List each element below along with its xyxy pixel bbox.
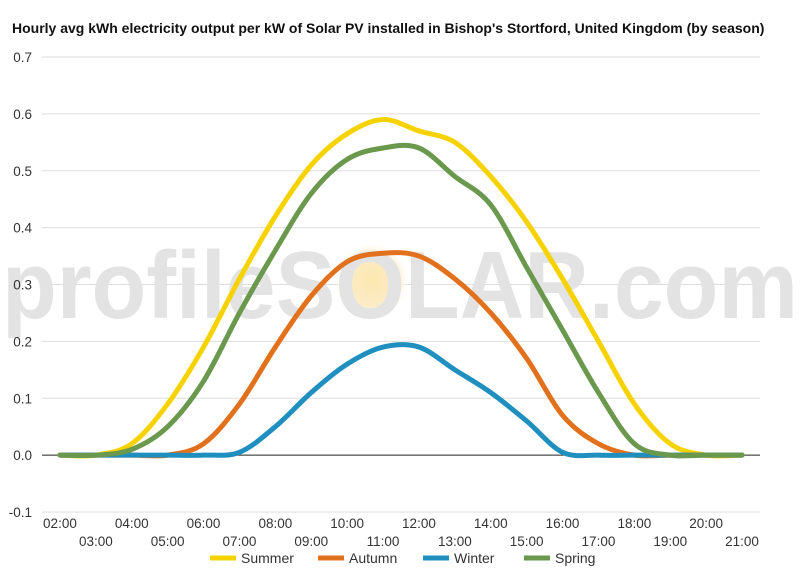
watermark: profileSOLAR.com: [2, 232, 798, 339]
legend: Summer Autumn Winter Spring: [210, 550, 595, 566]
x-tick-label: 08:00: [258, 516, 292, 531]
x-tick-label: 13:00: [438, 534, 472, 549]
legend-label-winter: Winter: [454, 550, 495, 566]
x-tick-label: 15:00: [510, 534, 544, 549]
y-tick-label: 0.3: [13, 278, 32, 293]
x-tick-label: 12:00: [402, 516, 436, 531]
x-tick-label: 20:00: [689, 516, 723, 531]
x-tick-label: 19:00: [653, 534, 687, 549]
x-tick-label: 05:00: [151, 534, 185, 549]
y-tick-label: 0.4: [13, 221, 32, 236]
legend-label-summer: Summer: [241, 550, 294, 566]
x-tick-label: 16:00: [546, 516, 580, 531]
series-line-winter: [57, 342, 745, 459]
x-tick-label: 18:00: [617, 516, 651, 531]
series-lines: [57, 117, 745, 459]
y-tick-label: 0.6: [13, 107, 32, 122]
x-tick-label: 02:00: [43, 516, 77, 531]
y-tick-label: 0.1: [13, 391, 32, 406]
x-tick-label: 03:00: [79, 534, 113, 549]
x-tick-label: 17:00: [582, 534, 616, 549]
x-tick-label: 04:00: [115, 516, 149, 531]
series-line-spring: [57, 142, 745, 459]
y-tick-label: 0.2: [13, 334, 32, 349]
x-tick-label: 07:00: [223, 534, 257, 549]
y-tick-label: 0.5: [13, 164, 32, 179]
x-tick-label: 10:00: [330, 516, 364, 531]
y-tick-label: -0.1: [9, 505, 32, 520]
x-tick-label: 06:00: [187, 516, 221, 531]
series-line-summer: [57, 117, 745, 459]
x-tick-label: 21:00: [725, 534, 759, 549]
x-axis-labels: 02:0003:0004:0005:0006:0007:0008:0009:00…: [43, 516, 759, 549]
y-axis-labels: -0.1 0.0 0.1 0.2 0.3 0.4 0.5 0.6 0.7: [9, 50, 33, 520]
y-tick-label: 0.0: [13, 448, 32, 463]
watermark-text: profileSOLAR.com: [2, 232, 798, 339]
legend-label-autumn: Autumn: [349, 550, 397, 566]
x-tick-label: 14:00: [474, 516, 508, 531]
chart-title: Hourly avg kWh electricity output per kW…: [12, 20, 764, 36]
x-tick-label: 09:00: [294, 534, 328, 549]
y-tick-label: 0.7: [13, 50, 32, 65]
x-tick-label: 11:00: [367, 534, 400, 549]
legend-label-spring: Spring: [555, 550, 595, 566]
